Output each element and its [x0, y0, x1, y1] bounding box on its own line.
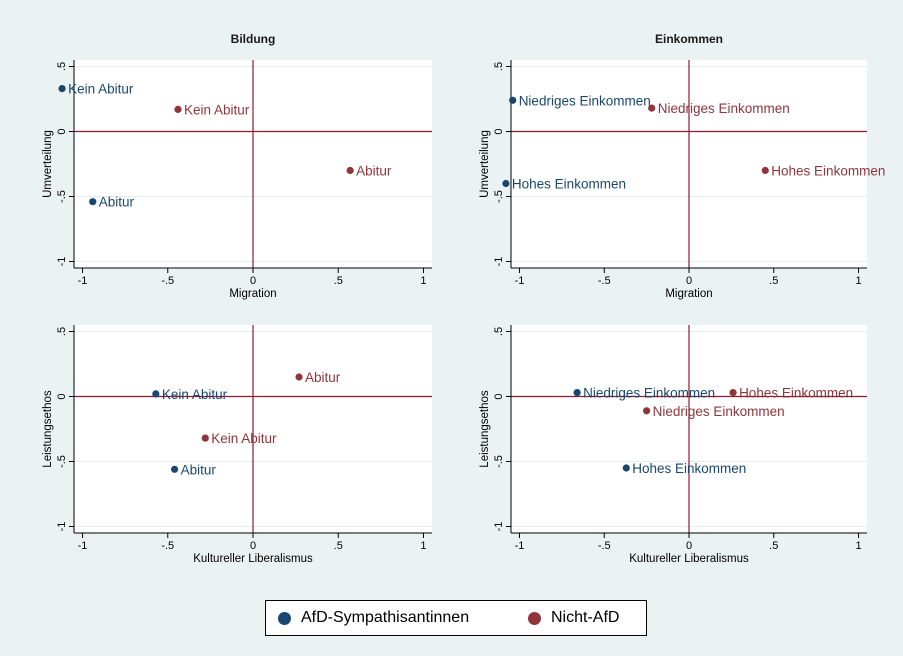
y-axis-title: Umverteilung [42, 130, 54, 198]
legend-label-afd: AfD-Sympathisantinnen [301, 609, 470, 626]
x-tick-label-2: 0 [250, 275, 256, 287]
y-tick-label-2: 0 [56, 393, 68, 399]
y-tick-label-0: -1 [56, 522, 68, 532]
legend-marker-afd [278, 611, 291, 625]
point-nonafd-3 [643, 407, 651, 415]
point-label-afd-1: Abitur [181, 462, 217, 477]
x-tick-label-4: 1 [855, 540, 861, 552]
y-tick-label-3: .5 [56, 327, 68, 336]
y-axis-title: Leistungsethos [479, 390, 491, 468]
x-axis-title: Kultureller Liberalismus [193, 553, 313, 565]
x-tick-label-4: 1 [855, 275, 861, 287]
y-tick-label-2: 0 [56, 128, 68, 134]
y-tick-label-0: -1 [56, 257, 68, 267]
x-tick-label-1: -.5 [598, 540, 611, 552]
point-nonafd-3 [346, 166, 354, 175]
point-nonafd-2 [174, 105, 182, 113]
x-tick-label-3: .5 [769, 540, 778, 552]
x-tick-label-2: 0 [250, 540, 256, 552]
y-tick-label-2: 0 [493, 128, 505, 134]
point-nonafd-2 [729, 389, 737, 397]
x-tick-label-2: 0 [686, 540, 692, 552]
point-label-afd-0: Kein Abitur [162, 387, 228, 402]
point-label-nonafd-2: Kein Abitur [184, 102, 250, 117]
y-tick-label-3: .5 [493, 327, 505, 336]
point-afd-1 [170, 465, 179, 473]
point-nonafd-2 [648, 104, 656, 112]
point-afd-0 [58, 85, 66, 93]
x-axis-title: Kultureller Liberalismus [629, 553, 749, 565]
point-afd-0 [509, 96, 517, 104]
point-nonafd-3 [761, 166, 769, 175]
point-afd-0 [573, 389, 581, 397]
legend-label-nonafd: Nicht-AfD [551, 609, 620, 626]
legend: AfD-Sympathisantinnen Nicht-AfD [265, 600, 647, 636]
y-tick-label-0: -1 [493, 522, 505, 532]
y-tick-label-3: .5 [56, 62, 68, 71]
point-label-nonafd-3: Kein Abitur [211, 431, 277, 446]
y-tick-label-1: -.5 [56, 190, 68, 203]
point-afd-1 [89, 198, 97, 206]
point-label-afd-0: Niedriges Einkommen [583, 386, 715, 401]
point-label-nonafd-3: Niedriges Einkommen [653, 404, 785, 419]
x-tick-label-3: .5 [334, 275, 343, 287]
point-afd-1 [502, 179, 510, 188]
x-tick-label-3: .5 [334, 540, 343, 552]
x-tick-label-0: -1 [515, 275, 525, 287]
point-afd-1 [622, 464, 630, 472]
point-label-nonafd-2: Niedriges Einkommen [658, 101, 790, 116]
point-label-afd-0: Kein Abitur [68, 82, 134, 97]
y-axis-title: Umverteilung [479, 130, 491, 198]
x-tick-label-1: -.5 [161, 275, 174, 287]
point-label-nonafd-3: Hohes Einkommen [771, 164, 885, 179]
x-tick-label-4: 1 [420, 540, 426, 552]
point-label-nonafd-2: Hohes Einkommen [739, 386, 853, 401]
x-tick-label-4: 1 [420, 275, 426, 287]
x-tick-label-2: 0 [686, 275, 692, 287]
panel-4: -1 -.5 0 .5 1 -1 -.5 0 .5 Kultureller Liberalismu… [479, 325, 867, 565]
legend-marker-nonafd [528, 611, 541, 625]
y-tick-label-1: -.5 [493, 190, 505, 203]
panel-title: Einkommen [655, 32, 723, 46]
y-axis-title: Leistungsethos [42, 390, 54, 468]
point-label-afd-1: Hohes Einkommen [632, 461, 746, 476]
y-tick-label-1: -.5 [56, 455, 68, 468]
y-tick-label-2: 0 [493, 393, 505, 399]
x-tick-label-3: .5 [769, 275, 778, 287]
point-label-nonafd-3: Abitur [356, 164, 392, 179]
point-nonafd-2 [295, 373, 303, 381]
y-tick-label-0: -1 [493, 257, 505, 267]
panel-2: -1 -.5 0 .5 1 -1 -.5 0 .5 Migration Umverteilung Ei… [479, 32, 885, 300]
point-nonafd-3 [201, 434, 209, 442]
legend-entry-afd: AfD-Sympathisantinnen [278, 601, 469, 635]
x-tick-label-0: -1 [515, 540, 525, 552]
point-label-afd-0: Niedriges Einkommen [519, 93, 651, 108]
x-tick-label-0: -1 [78, 275, 88, 287]
point-label-afd-1: Hohes Einkommen [512, 177, 626, 192]
point-label-nonafd-2: Abitur [305, 370, 341, 385]
panel-3: -1 -.5 0 .5 1 -1 -.5 0 .5 Kultureller Liberalismu… [42, 325, 432, 565]
point-label-afd-1: Abitur [99, 195, 135, 210]
x-tick-label-1: -.5 [598, 275, 611, 287]
x-axis-title: Migration [229, 288, 276, 300]
point-afd-0 [152, 390, 160, 398]
x-tick-label-0: -1 [78, 540, 88, 552]
panel-title: Bildung [231, 32, 276, 46]
panel-1: -1 -.5 0 .5 1 -1 -.5 0 .5 Migration Umverteilung Bi… [42, 32, 432, 300]
y-tick-label-1: -.5 [493, 455, 505, 468]
y-tick-label-3: .5 [493, 62, 505, 71]
legend-entry-nonafd: Nicht-AfD [528, 601, 619, 635]
x-tick-label-1: -.5 [161, 540, 174, 552]
x-axis-title: Migration [665, 288, 712, 300]
